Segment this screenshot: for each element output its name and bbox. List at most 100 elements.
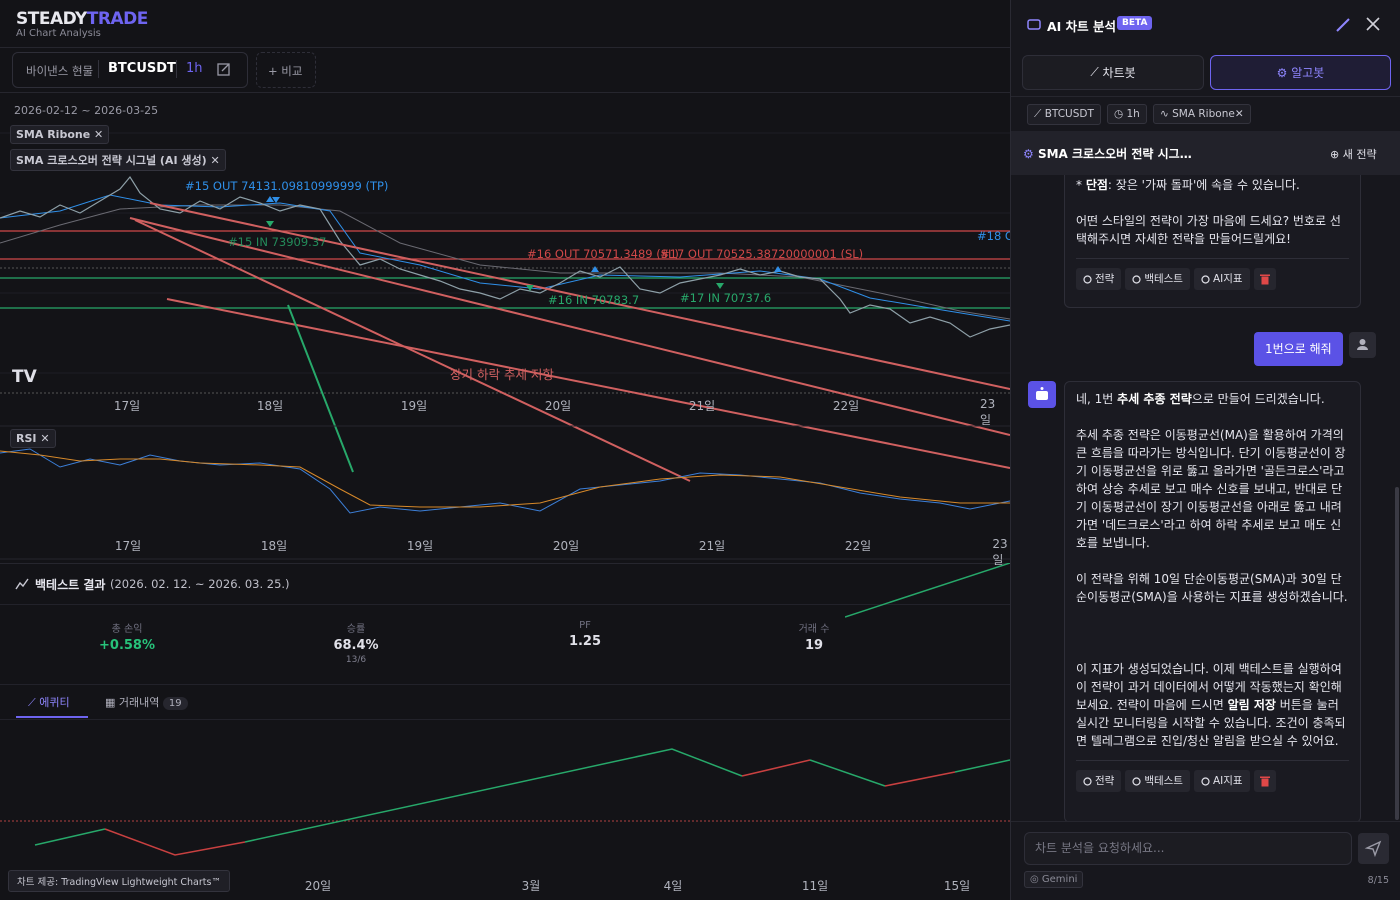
stat-label: PF (579, 620, 591, 631)
tab-label: 거래내역 (118, 696, 160, 709)
trade-label: #16 OUT 70571.3489 (SL) (527, 247, 679, 261)
indicator-chip[interactable]: SMA Ribone ✕ (10, 125, 110, 144)
chart-icon (15, 578, 29, 590)
indicator-chip[interactable]: RSI ✕ (10, 429, 56, 448)
x-tick-label: 15일 (943, 879, 971, 893)
indicator-label: SMA 크로스오버 전략 시그널 (AI 생성) (16, 154, 207, 167)
close-icon[interactable] (1366, 17, 1380, 31)
action-button[interactable]: 백테스트 (1125, 268, 1190, 290)
tab-underline (16, 716, 88, 718)
stat-sub: 13/6 (345, 655, 367, 665)
delete-button[interactable] (1253, 770, 1276, 792)
strategy-name: ⚙ SMA 크로스오버 전략 시그… (1023, 147, 1192, 161)
tab[interactable]: ▦ 거래내역 19 (105, 694, 188, 710)
exchange: 바이낸스 현물 (26, 64, 94, 78)
paragraph: 추세 추종 전략은 이동평균선(MA)을 활용하여 가격의 큰 흐름을 따라가는… (1076, 426, 1349, 552)
indicator-label: RSI (16, 432, 37, 445)
x-tick-label: 22일 (844, 539, 872, 553)
x-tick-label: 11일 (801, 879, 829, 893)
new-strategy[interactable]: ⊕ 새 전략 (1330, 148, 1377, 161)
action-button[interactable]: AI지표 (1193, 268, 1250, 290)
action-icon (1132, 776, 1141, 786)
x-tick-label: 20일 (544, 399, 572, 413)
tab-label: 차트봇 (1102, 66, 1136, 80)
sidebar: AI 차트 분석 BETA ⟋ 차트봇 ⚙ 알고봇 ⟋ BTCUSDT ◷ 1h… (1010, 0, 1400, 900)
paragraph: 네, 1번 추세 추종 전략으로 만들어 드리겠습니다. (1076, 390, 1349, 408)
price-chart: TV (0, 132, 1010, 560)
divider (1011, 96, 1400, 97)
action-icon (1083, 274, 1092, 284)
x-tick-label: 23일 (980, 397, 996, 427)
paragraph: 어떤 스타일의 전략이 가장 마음에 드세요? 번호로 선택해주시면 자세한 전… (1076, 212, 1349, 248)
stat-label: 승률 (346, 624, 366, 635)
model-chip[interactable]: ◎ Gemini (1024, 871, 1084, 888)
trade-label: #17 IN 70737.6 (680, 291, 772, 305)
action-label: AI지표 (1212, 273, 1243, 285)
text: 단점 (1085, 178, 1108, 192)
x-tick-label: 17일 (114, 539, 142, 553)
trade-label: #16 IN 70783.7 (548, 293, 640, 307)
action-button[interactable]: 백테스트 (1125, 770, 1190, 792)
x-tick-label: 4일 (663, 879, 683, 893)
x-tick-label: 18일 (256, 399, 284, 413)
symbol-box[interactable] (12, 52, 248, 88)
sidebar-title: AI 차트 분석 (1047, 19, 1117, 34)
tab[interactable]: ⚙ 알고봇 (1210, 55, 1391, 90)
action-button[interactable]: 전략 (1076, 770, 1122, 792)
user-message: 1번으로 해줘 (1254, 332, 1343, 366)
scrollbar (1395, 487, 1399, 820)
context-chip[interactable]: ∿ SMA Ribone✕ (1153, 104, 1251, 124)
delete-button[interactable] (1253, 268, 1276, 290)
divider (1011, 821, 1400, 822)
pen-icon[interactable] (1335, 17, 1351, 33)
action-button[interactable]: AI지표 (1193, 770, 1250, 792)
context-chip: ◷ 1h (1107, 104, 1147, 124)
divider (0, 563, 1010, 564)
chip-label: BTCUSDT (1044, 108, 1094, 120)
stat-value: 19 (804, 638, 824, 653)
send-button[interactable] (1358, 833, 1389, 864)
annotation: 장기 하락 추세 저항 (450, 367, 554, 382)
action-button[interactable]: 전략 (1076, 268, 1122, 290)
action-label: 백테스트 (1144, 775, 1183, 787)
text: 으로 만들어 드리겠습니다. (1191, 392, 1325, 406)
usage: 8/15 (1367, 875, 1389, 886)
divider (0, 684, 1010, 685)
tv-logo: TV (12, 367, 38, 387)
chat-area: 니다.* 단점: 잦은 '가짜 돌파'에 속을 수 있습니다.어떤 스타일의 전… (1011, 175, 1400, 821)
model-label: Gemini (1041, 874, 1078, 885)
beta-badge: BETA (1117, 16, 1153, 30)
sep (176, 60, 177, 78)
text: 버튼을 눌러 실시간 모니터링을 시작할 수 있습니다. 조건이 충족되면 텔레… (1076, 698, 1346, 748)
tab-label: 에퀴티 (39, 696, 70, 709)
tab[interactable]: ⟋ 차트봇 (1022, 55, 1204, 90)
symbol: BTCUSDT (108, 61, 176, 76)
chat-input[interactable]: 차트 분석을 요청하세요... (1024, 832, 1352, 865)
equity-overlay (845, 563, 1010, 618)
bot-icon (1027, 19, 1041, 30)
chip-label: 1h (1126, 108, 1140, 120)
edit-icon[interactable] (217, 62, 231, 76)
bot-avatar (1028, 381, 1056, 408)
x-tick-label: 18일 (260, 539, 288, 553)
action-icon (1083, 776, 1092, 786)
stat: 총 손익 +0.58% (47, 620, 207, 653)
text: 이 지표가 생성되었습니다. 이제 백테스트를 실행하여 이 전략이 과거 데이… (1076, 662, 1342, 712)
action-icon (1132, 274, 1141, 284)
compare-button[interactable] (256, 52, 316, 88)
x-tick-label: 20일 (304, 879, 332, 893)
divider (0, 604, 1010, 605)
action-label: 백테스트 (1144, 273, 1183, 285)
divider (0, 92, 1010, 93)
text: * (1076, 178, 1086, 192)
stat: 거래 수 19 (734, 620, 894, 653)
credit: 차트 제공: TradingView Lightweight Charts™ (8, 870, 230, 892)
backtest-period: (2026. 02. 12. ~ 2026. 03. 25.) (110, 577, 290, 591)
x-tick-label: 21일 (698, 539, 726, 553)
indicator-chip[interactable]: SMA 크로스오버 전략 시그널 (AI 생성) ✕ (10, 149, 226, 171)
tab[interactable]: ⟋ 에퀴티 (28, 696, 70, 709)
user-avatar (1349, 332, 1376, 358)
action-label: 전략 (1095, 775, 1115, 787)
x-tick-label: 22일 (832, 399, 860, 413)
stat: PF 1.25 (505, 620, 665, 649)
